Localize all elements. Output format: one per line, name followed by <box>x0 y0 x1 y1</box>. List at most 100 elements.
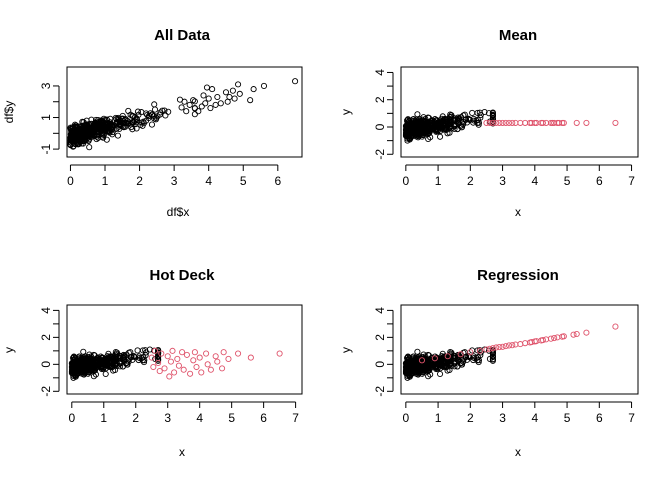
imputed-point <box>166 373 173 380</box>
observed-point <box>420 118 427 125</box>
x-tick-label: 3 <box>171 174 178 188</box>
x-tick-label: 6 <box>596 174 603 188</box>
imputed-point <box>551 334 558 342</box>
imputed-point <box>418 357 426 364</box>
observed-point <box>95 125 102 132</box>
imputed-point <box>174 355 181 362</box>
y-tick-label: 2 <box>39 334 53 341</box>
panel-mean: Mean 0 1 2 3 4 5 6 7 -2 0 2 4 x y <box>339 27 639 219</box>
observed-point <box>205 95 212 102</box>
observed-point <box>134 108 142 115</box>
observed-point <box>421 125 428 132</box>
observed-point <box>88 130 95 137</box>
observed-point <box>119 112 126 119</box>
observed-point <box>116 355 123 362</box>
imputed-point <box>522 340 529 347</box>
imputed-point <box>158 350 165 357</box>
observed-point <box>407 362 414 369</box>
observed-point <box>143 349 150 356</box>
imputed-point <box>156 368 163 375</box>
observed-point <box>117 117 124 125</box>
imputed-point <box>220 349 227 356</box>
observed-point <box>70 143 77 150</box>
imputed-point <box>539 337 546 344</box>
imputed-point <box>193 363 200 371</box>
observed-point <box>229 87 236 94</box>
observed-point <box>105 359 112 366</box>
panel-all-data: All Data 0 1 2 3 4 5 6 -1 1 3 df$x df$y <box>2 27 303 219</box>
imputed-point <box>476 347 484 354</box>
observed-point <box>100 134 107 141</box>
observed-point <box>454 126 461 133</box>
y-axis-label: df$y <box>2 101 16 124</box>
observed-point <box>157 109 164 116</box>
observed-point <box>127 121 134 128</box>
observed-point <box>434 362 441 369</box>
imputed-point <box>554 334 561 341</box>
x-tick-label: 0 <box>68 411 75 425</box>
observed-point <box>235 81 242 88</box>
observed-point <box>231 95 238 102</box>
x-tick-label: 3 <box>499 411 506 425</box>
imputed-point <box>198 369 205 376</box>
imputed-point <box>509 342 516 349</box>
panel-regression: Regression 0 1 2 3 4 5 6 7 -2 0 2 4 x y <box>339 267 639 459</box>
imputed-point <box>219 365 226 372</box>
observed-point <box>413 363 420 370</box>
observed-point <box>473 355 480 362</box>
observed-point <box>222 89 230 96</box>
observed-point <box>416 356 423 363</box>
observed-point <box>75 141 82 148</box>
observed-point <box>99 362 106 369</box>
y-tick-label: 0 <box>39 361 53 368</box>
chart-title: Hot Deck <box>149 267 215 284</box>
y-tick-label: 0 <box>373 123 387 130</box>
imputed-point <box>155 359 162 367</box>
observed-point <box>420 364 427 371</box>
observed-point <box>411 125 418 132</box>
chart-title: Mean <box>499 27 537 44</box>
observed-point <box>77 363 84 370</box>
panel-hot-deck: Hot Deck 0 1 2 3 4 5 6 7 -2 0 2 4 x y <box>2 267 303 459</box>
imputed-point <box>531 119 538 126</box>
imputed-point <box>547 119 554 126</box>
imputed-point <box>570 331 577 338</box>
x-tick-label: 4 <box>531 411 538 425</box>
observed-point <box>236 90 243 97</box>
observed-point <box>190 97 197 104</box>
y-axis-label: y <box>339 347 353 353</box>
y-tick-label: 4 <box>373 307 387 314</box>
observed-point <box>134 347 141 354</box>
y-tick-label: -2 <box>373 149 387 160</box>
observed-point <box>191 98 198 105</box>
observed-point <box>437 133 444 140</box>
observed-point <box>471 117 478 124</box>
x-tick-label: 6 <box>596 411 603 425</box>
observed-point <box>186 101 193 108</box>
imputed-point <box>175 362 182 369</box>
x-tick-label: 6 <box>274 174 281 188</box>
observed-point <box>437 370 444 378</box>
observed-point <box>130 353 137 360</box>
observed-point <box>442 359 449 366</box>
plot-frame <box>66 304 303 395</box>
observed-point <box>183 108 190 115</box>
observed-point <box>440 122 447 129</box>
x-tick-label: 2 <box>136 174 143 188</box>
imputed-point <box>190 357 197 364</box>
imputed-point <box>148 354 155 361</box>
observed-point <box>98 121 105 129</box>
imputed-point <box>547 335 554 342</box>
observed-point <box>202 100 209 107</box>
imputed-point <box>502 343 509 350</box>
observed-point <box>451 352 458 359</box>
observed-point <box>451 115 458 122</box>
imputed-point <box>483 346 490 353</box>
imputed-point <box>212 353 219 360</box>
observed-point <box>103 136 110 143</box>
observed-point <box>86 364 93 371</box>
observed-point <box>85 370 92 377</box>
observed-point <box>406 354 413 362</box>
observed-point <box>73 362 80 369</box>
